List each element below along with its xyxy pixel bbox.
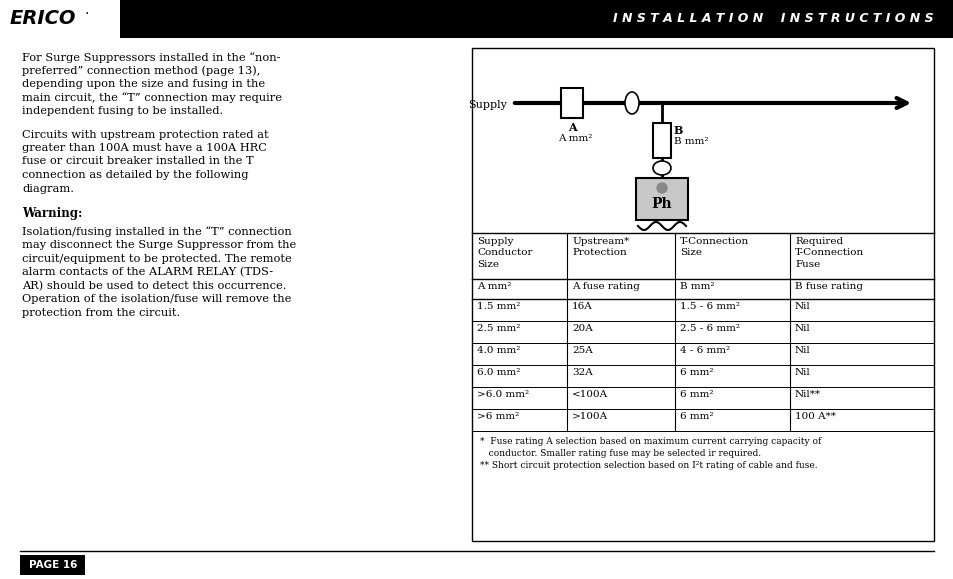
Bar [652,123,670,158]
Text: preferred” connection method (page 13),: preferred” connection method (page 13), [22,65,260,76]
Text: 6 mm²: 6 mm² [679,390,713,399]
Text: I N S T A L L A T I O N    I N S T R U C T I O N S: I N S T A L L A T I O N I N S T R U C T … [613,13,933,25]
Text: Operation of the isolation/fuse will remove the: Operation of the isolation/fuse will rem… [22,294,291,304]
Text: circuit/equipment to be protected. The remote: circuit/equipment to be protected. The r… [22,254,292,263]
Text: 16A: 16A [572,302,592,311]
Text: Nil: Nil [794,368,810,377]
Text: connection as detailed by the following: connection as detailed by the following [22,170,248,180]
Bar [0,0,120,38]
Text: main circuit, the “T” connection may require: main circuit, the “T” connection may req… [22,93,282,103]
Text: 6.0 mm²: 6.0 mm² [476,368,519,377]
Text: PAGE 16: PAGE 16 [29,560,77,570]
Text: >6 mm²: >6 mm² [476,412,518,421]
Text: 4.0 mm²: 4.0 mm² [476,346,519,355]
Text: Required
T-Connection
Fuse: Required T-Connection Fuse [794,237,863,269]
Text: greater than 100A must have a 100A HRC: greater than 100A must have a 100A HRC [22,143,267,153]
Text: B mm²: B mm² [679,282,714,291]
Text: Supply: Supply [468,100,506,110]
Text: Nil: Nil [794,302,810,311]
Text: A: A [567,122,576,133]
Ellipse shape [624,92,639,114]
Text: 1.5 mm²: 1.5 mm² [476,302,519,311]
Bar [636,178,687,220]
Text: ERICO: ERICO [10,9,76,28]
Text: 100 A**: 100 A** [794,412,835,421]
Text: A mm²: A mm² [476,282,511,291]
Bar [560,88,582,118]
Ellipse shape [652,161,670,175]
Text: may disconnect the Surge Suppressor from the: may disconnect the Surge Suppressor from… [22,240,296,250]
Text: diagram.: diagram. [22,184,74,193]
Text: >100A: >100A [572,412,607,421]
Text: B: B [673,125,682,136]
Text: alarm contacts of the ALARM RELAY (TDS-: alarm contacts of the ALARM RELAY (TDS- [22,267,273,277]
Text: ·: · [85,7,90,21]
Bar [0,0,953,38]
Text: 2.5 mm²: 2.5 mm² [476,324,519,333]
Text: fuse or circuit breaker installed in the T: fuse or circuit breaker installed in the… [22,156,253,167]
Text: 20A: 20A [572,324,592,333]
Text: *  Fuse rating A selection based on maximum current carrying capacity of: * Fuse rating A selection based on maxim… [479,437,821,446]
Text: 4 - 6 mm²: 4 - 6 mm² [679,346,729,355]
Text: A fuse rating: A fuse rating [572,282,639,291]
Text: Isolation/fusing installed in the “T” connection: Isolation/fusing installed in the “T” co… [22,226,292,237]
Text: For Surge Suppressors installed in the “non-: For Surge Suppressors installed in the “… [22,52,280,63]
Text: Circuits with upstream protection rated at: Circuits with upstream protection rated … [22,130,269,140]
Text: T-Connection
Size: T-Connection Size [679,237,748,258]
Bar [472,48,933,541]
Text: Upstream*
Protection: Upstream* Protection [572,237,629,258]
Text: Warning:: Warning: [22,207,82,220]
Text: B fuse rating: B fuse rating [794,282,862,291]
Text: Nil**: Nil** [794,390,821,399]
Text: Nil: Nil [794,324,810,333]
Text: 6 mm²: 6 mm² [679,412,713,421]
Text: 6 mm²: 6 mm² [679,368,713,377]
Text: B mm²: B mm² [673,137,708,146]
Text: <100A: <100A [572,390,607,399]
Text: Ph: Ph [651,197,672,211]
Text: 32A: 32A [572,368,592,377]
Text: depending upon the size and fusing in the: depending upon the size and fusing in th… [22,79,265,89]
Text: 1.5 - 6 mm²: 1.5 - 6 mm² [679,302,740,311]
Text: conductor. Smaller rating fuse may be selected ir required.: conductor. Smaller rating fuse may be se… [479,449,760,458]
Text: protection from the circuit.: protection from the circuit. [22,307,180,317]
Text: AR) should be used to detect this occurrence.: AR) should be used to detect this occurr… [22,280,286,291]
Text: 25A: 25A [572,346,592,355]
Text: independent fusing to be installed.: independent fusing to be installed. [22,106,223,116]
Text: Nil: Nil [794,346,810,355]
Bar [120,0,170,38]
Text: Supply
Conductor
Size: Supply Conductor Size [476,237,532,269]
Bar [20,555,85,575]
Text: 2.5 - 6 mm²: 2.5 - 6 mm² [679,324,740,333]
Text: >6.0 mm²: >6.0 mm² [476,390,529,399]
Text: ** Short circuit protection selection based on I²t rating of cable and fuse.: ** Short circuit protection selection ba… [479,461,817,470]
Text: A mm²: A mm² [558,134,592,143]
Circle shape [657,183,666,193]
